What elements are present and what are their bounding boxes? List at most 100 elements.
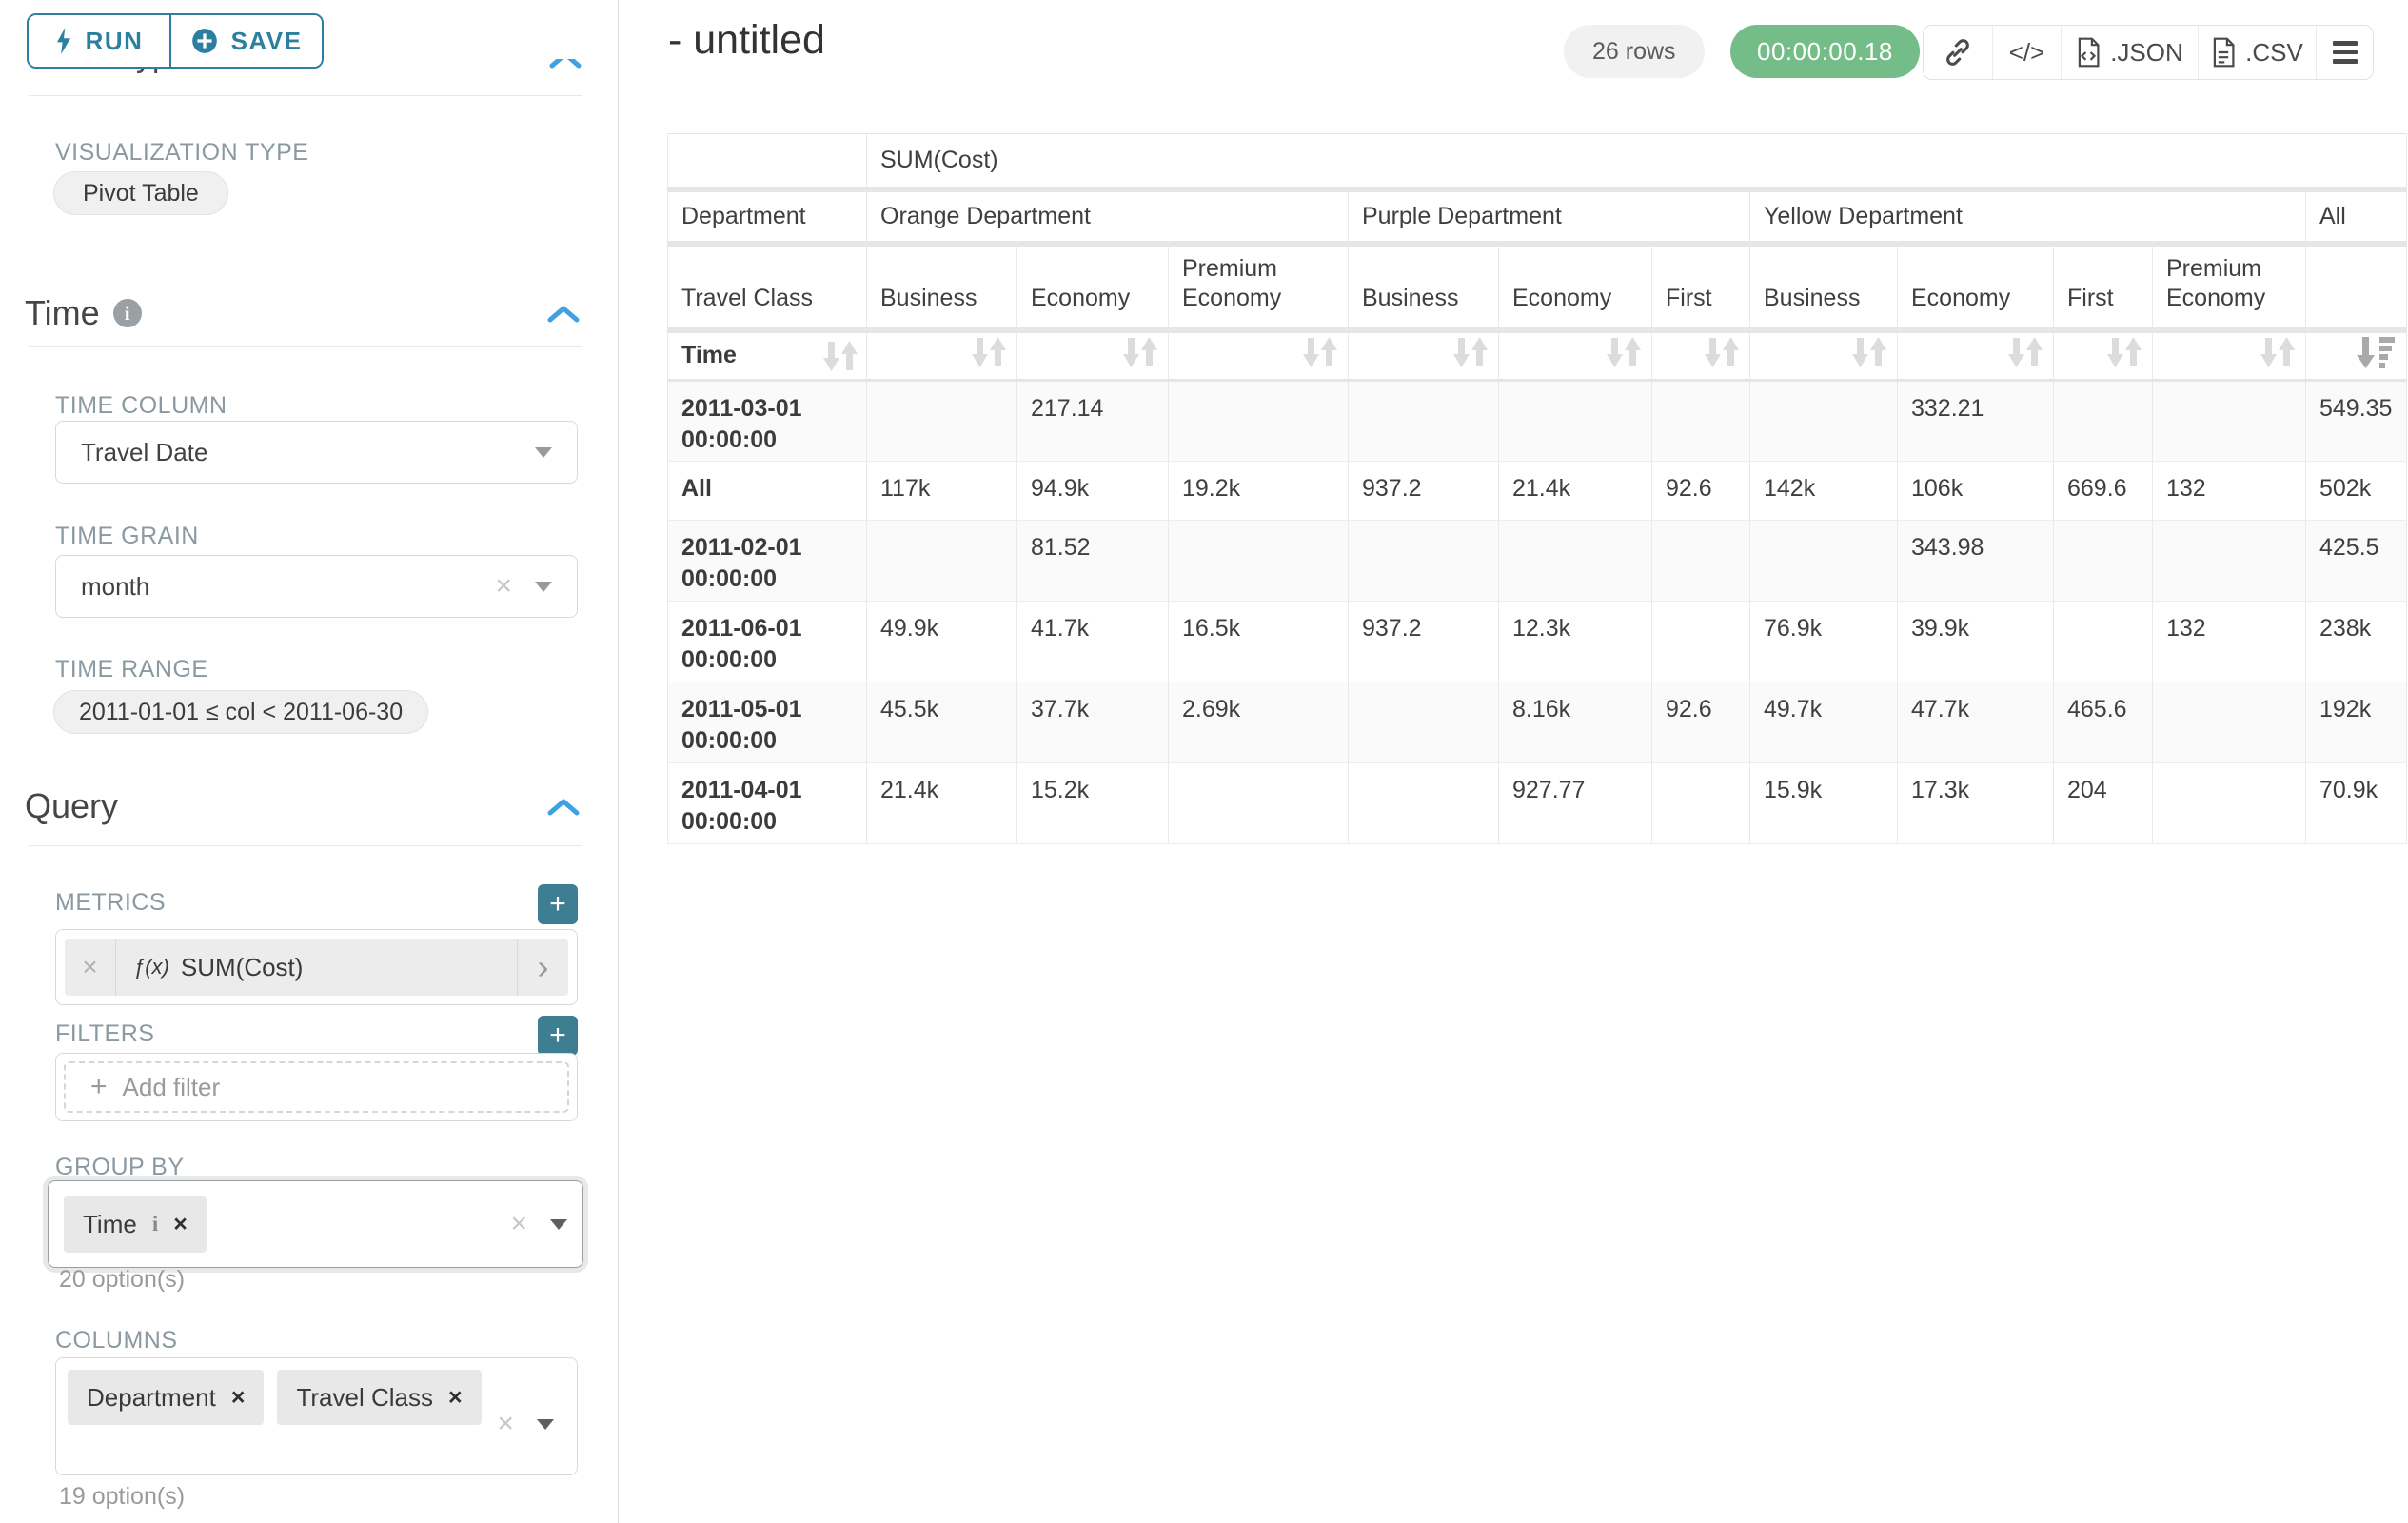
add-filter-label: Add filter <box>122 1072 221 1101</box>
department-group: Orange Department <box>866 188 1349 247</box>
divider <box>29 346 582 347</box>
menu-button[interactable] <box>2316 26 2373 79</box>
sort-desc-active-icon[interactable] <box>2355 335 2397 369</box>
remove-chip-icon[interactable]: × <box>230 1383 246 1411</box>
chevron-right-icon[interactable]: › <box>517 939 568 996</box>
department-group: All <box>2304 188 2408 247</box>
cell <box>1651 520 1750 602</box>
export-csv-label: .CSV <box>2245 37 2303 67</box>
group-by-label: GROUP BY <box>55 1154 185 1180</box>
cell <box>1749 520 1898 602</box>
hamburger-icon <box>2332 41 2358 64</box>
cell: 343.98 <box>1897 520 2054 602</box>
cell: 39.9k <box>1897 601 2054 682</box>
page-title[interactable]: - untitled <box>668 17 825 63</box>
info-icon: i <box>112 299 142 327</box>
cell <box>1168 380 1349 462</box>
view-query-button[interactable]: </> <box>1992 26 2061 79</box>
share-link-button[interactable] <box>1924 26 1992 79</box>
sort-icon[interactable] <box>1302 336 1338 368</box>
cell: 47.7k <box>1897 682 2054 763</box>
time-section-collapse-icon[interactable] <box>546 305 581 328</box>
sort-icon[interactable] <box>1704 336 1740 368</box>
cell: 49.9k <box>866 601 1017 682</box>
travel-class-dim-label: Travel Class <box>667 243 867 333</box>
cell <box>2053 601 2153 682</box>
columns-options-hint: 19 option(s) <box>59 1483 186 1510</box>
sort-icon[interactable] <box>1122 336 1158 368</box>
cell: 70.9k <box>2304 762 2408 844</box>
sort-row: Time <box>667 329 2408 382</box>
remove-chip-icon[interactable]: × <box>173 1210 188 1237</box>
export-json-button[interactable]: .JSON <box>2061 26 2198 79</box>
add-metric-button[interactable]: + <box>538 884 578 924</box>
time-section-heading: Time i <box>25 293 142 333</box>
cell: 937.2 <box>1348 601 1499 682</box>
chevron-down-icon <box>535 581 552 592</box>
export-csv-button[interactable]: .CSV <box>2198 26 2316 79</box>
sort-icon[interactable] <box>1606 336 1642 368</box>
cell: 117k <box>866 461 1017 521</box>
clear-icon[interactable]: × <box>510 1208 527 1239</box>
cell: 132 <box>2152 601 2306 682</box>
link-icon <box>1946 39 1969 66</box>
run-button[interactable]: RUN <box>29 15 171 67</box>
lightning-icon <box>56 28 70 54</box>
file-text-icon <box>2213 37 2235 68</box>
save-label: SAVE <box>230 26 303 55</box>
chart-type-collapse-icon[interactable] <box>548 59 586 69</box>
sort-icon[interactable] <box>1452 336 1489 368</box>
remove-chip-icon[interactable]: × <box>447 1383 463 1411</box>
save-button[interactable]: SAVE <box>171 15 322 67</box>
cell <box>866 380 1017 462</box>
clear-icon[interactable]: × <box>497 1408 514 1439</box>
class-header: Economy <box>1897 243 2054 333</box>
add-filter-button[interactable]: + Add filter <box>64 1061 569 1113</box>
cell: 21.4k <box>1498 461 1652 521</box>
columns-chip-department[interactable]: Department × <box>68 1370 265 1425</box>
clear-icon[interactable]: × <box>495 570 512 602</box>
divider <box>29 95 582 96</box>
filters-field: + Add filter <box>55 1053 578 1121</box>
cell <box>2152 520 2306 602</box>
cell <box>1168 520 1349 602</box>
time-column-select[interactable]: Travel Date <box>55 421 578 484</box>
time-grain-select[interactable]: month × <box>55 555 578 618</box>
sort-icon[interactable] <box>2106 336 2142 368</box>
cell: 94.9k <box>1016 461 1169 521</box>
cell: 937.2 <box>1348 461 1499 521</box>
remove-metric-icon[interactable]: × <box>65 939 116 996</box>
time-range-value[interactable]: 2011-01-01 ≤ col < 2011-06-30 <box>53 690 429 734</box>
metric-value: SUM(Cost) <box>180 952 304 981</box>
class-header: Economy <box>1016 243 1169 333</box>
row-count-badge: 26 rows <box>1564 25 1705 78</box>
sort-icon[interactable] <box>2007 336 2043 368</box>
cell: 238k <box>2304 601 2408 682</box>
cell: 549.35 <box>2304 380 2408 462</box>
cell: 76.9k <box>1749 601 1898 682</box>
sort-icon[interactable] <box>971 336 1007 368</box>
metrics-field: × ƒ(x) SUM(Cost) › <box>55 929 578 1005</box>
department-group: Purple Department <box>1348 188 1750 247</box>
time-column-label: TIME COLUMN <box>55 392 227 419</box>
group-by-chip-time[interactable]: Time i × <box>64 1196 207 1253</box>
class-header: First <box>2053 243 2153 333</box>
cell <box>1348 762 1499 844</box>
columns-select[interactable]: Department × Travel Class × × <box>55 1357 578 1475</box>
row-label: All <box>667 461 867 521</box>
visualization-type-value[interactable]: Pivot Table <box>53 171 228 215</box>
visualization-type-label: VISUALIZATION TYPE <box>55 139 309 166</box>
group-by-select[interactable]: Time i × × <box>48 1180 583 1268</box>
cell: 465.6 <box>2053 682 2153 763</box>
columns-chip-travel-class[interactable]: Travel Class × <box>277 1370 482 1425</box>
chart-area: - untitled 26 rows 00:00:00.18 </> .JSON <box>619 0 2408 1523</box>
sort-icon[interactable] <box>1851 336 1887 368</box>
query-section-collapse-icon[interactable] <box>546 798 581 821</box>
sort-icon[interactable] <box>2260 336 2296 368</box>
chevron-down-icon <box>535 446 552 458</box>
sort-icon[interactable] <box>822 340 859 372</box>
class-header: Business <box>1348 243 1499 333</box>
metric-chip[interactable]: × ƒ(x) SUM(Cost) › <box>65 939 568 996</box>
cell: 41.7k <box>1016 601 1169 682</box>
add-filter-plus-button[interactable]: + <box>538 1016 578 1056</box>
